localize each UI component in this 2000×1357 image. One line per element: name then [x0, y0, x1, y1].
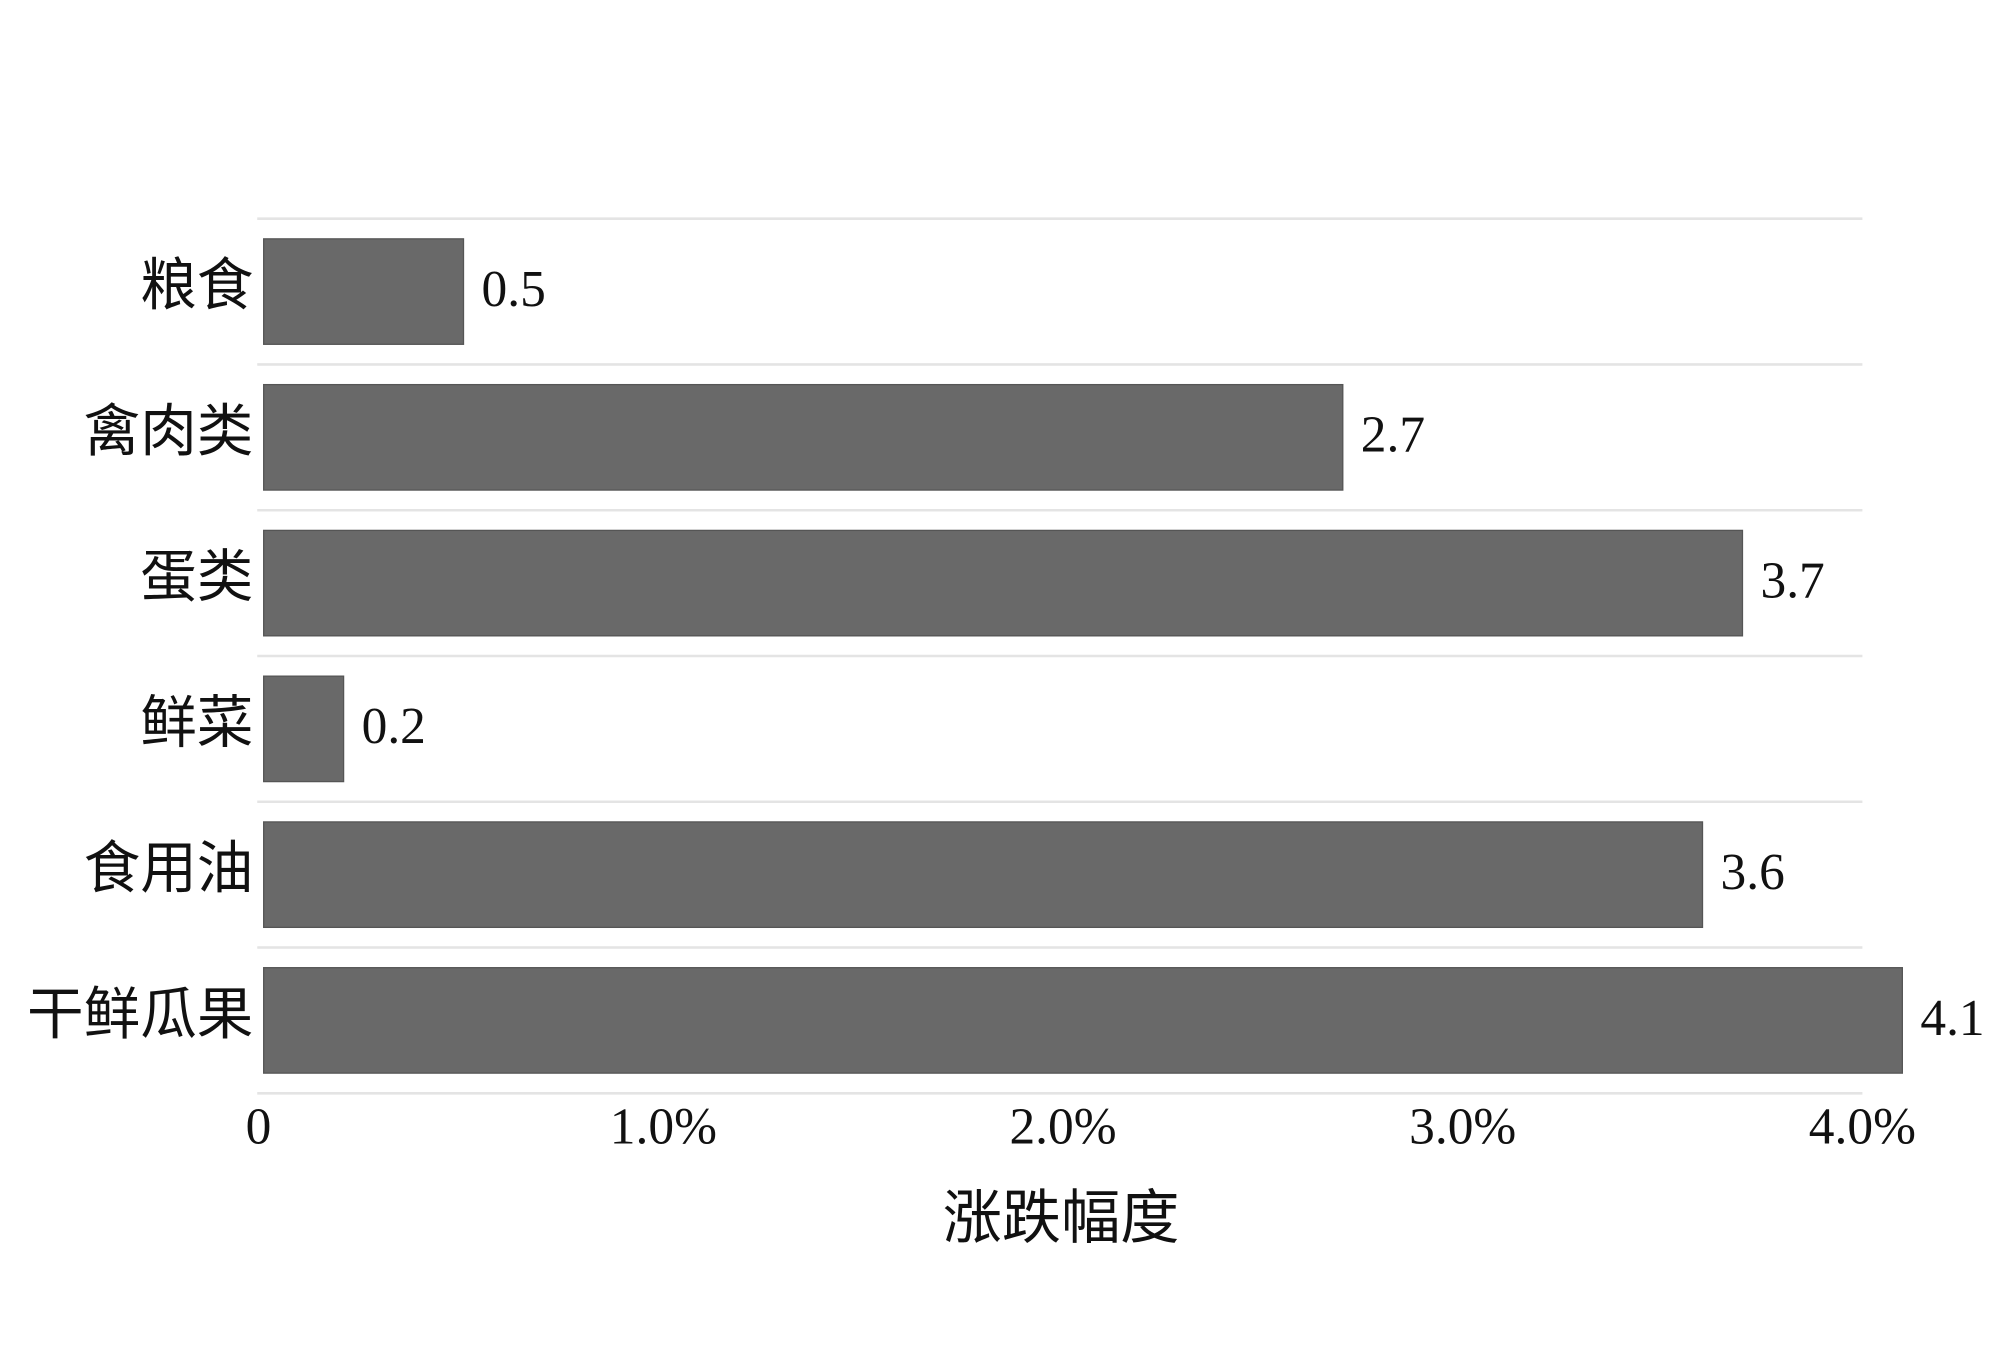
- y-tick-label: 粮食: [140, 256, 253, 318]
- bar: [263, 675, 345, 783]
- x-tick-label: 3.0%: [1409, 1099, 1516, 1156]
- y-tick-label: 干鲜瓜果: [27, 984, 253, 1046]
- value-label: 3.6: [1721, 844, 1785, 901]
- value-label: 0.2: [362, 698, 426, 755]
- y-tick-label: 禽肉类: [84, 401, 254, 463]
- bar: [263, 383, 1344, 491]
- y-tick-label: 鲜菜: [140, 693, 253, 755]
- bar: [263, 529, 1744, 637]
- x-tick-label: 2.0%: [1009, 1099, 1116, 1156]
- y-tick-label: 蛋类: [140, 547, 253, 609]
- bar: [263, 238, 465, 345]
- value-label: 0.5: [482, 261, 546, 318]
- x-tick-label: 1.0%: [610, 1099, 717, 1156]
- x-tick-label: 4.0%: [1809, 1099, 1916, 1156]
- x-tick-label: 0: [246, 1099, 272, 1156]
- x-axis-label: 涨跌幅度: [943, 1185, 1180, 1251]
- value-label: 3.7: [1760, 552, 1824, 609]
- bar: [263, 967, 1903, 1074]
- bar: [263, 821, 1704, 929]
- y-tick-label: 食用油: [84, 839, 254, 901]
- value-label: 2.7: [1361, 407, 1425, 464]
- value-label: 4.1: [1920, 990, 1984, 1047]
